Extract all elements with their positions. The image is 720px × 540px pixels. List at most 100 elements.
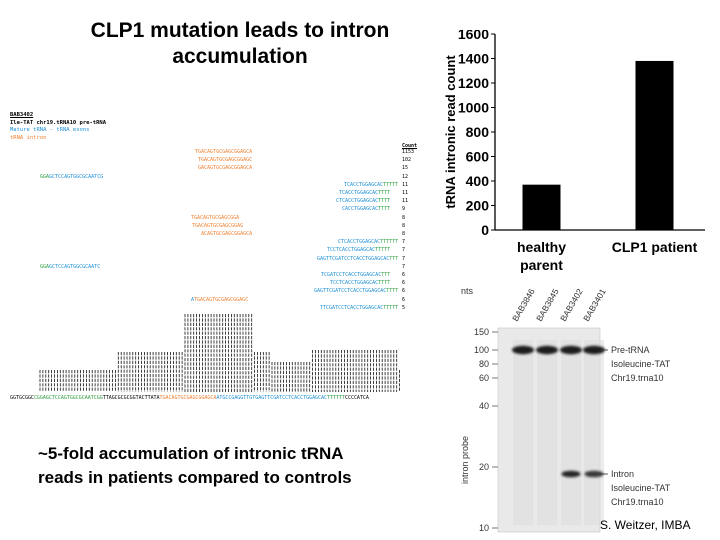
gel-lane xyxy=(584,340,604,525)
intron-band xyxy=(561,470,581,478)
aligned-read: TCCTCACCTGGAGCACTTTTT xyxy=(327,247,390,253)
read-segment-exon: TTCGATCCTCACCTGGAGCAC xyxy=(320,304,384,311)
aligned-read: TTCGATCCTCACCTGGAGCACTTTTT xyxy=(320,305,398,311)
read-count: 7 xyxy=(402,255,406,262)
read-segment-exon: TCGATCCTCACCTGGAGCAC xyxy=(321,272,382,278)
intron-band xyxy=(584,470,604,478)
read-count: 102 xyxy=(402,157,412,164)
read-segment-end: GGA xyxy=(40,173,50,180)
read-count: 6 xyxy=(402,288,406,295)
ref-three-prime-exon: ATGCCGAGGTTGTGAGTTCGATCCTCACCTGGAGCAC xyxy=(216,395,328,401)
read-coverage-pileup xyxy=(39,314,401,392)
read-segment-exon: TCACCTGGAGCAC xyxy=(344,181,384,188)
gel-lane-label: BAB3845 xyxy=(534,287,561,323)
pre-trna-band xyxy=(560,345,582,355)
marker-label: 100 xyxy=(474,345,489,355)
read-segment-exon: GAGTTCGATCCTCACCTGGAGCAC xyxy=(317,255,390,262)
y-tick-label: 1200 xyxy=(458,75,489,91)
alignment-sample-id: BAB3402 xyxy=(10,112,34,118)
read-count: 5 xyxy=(402,304,406,311)
read-segment-end: TTT xyxy=(381,272,391,278)
marker-label: 60 xyxy=(479,373,489,383)
ref-cca-end: TTTTTT xyxy=(327,395,345,401)
aligned-read: GAGTTCGATCCTCACCTGGAGCACTTTT xyxy=(314,288,398,294)
read-segment-intron: TGACAGTGCGAGCGGAGC xyxy=(194,296,249,303)
intron-label: Isoleucine-TAT xyxy=(611,483,671,493)
y-tick-label: 600 xyxy=(466,149,490,165)
read-segment-intron: TGACAGTGCGAGCGGA xyxy=(191,214,240,221)
read-segment-exon: TCCTCACCTGGAGCAC xyxy=(330,280,379,287)
read-segment-end: TTTT xyxy=(378,206,391,213)
read-segment-end: GGA xyxy=(40,263,50,270)
read-count: 9 xyxy=(402,206,406,213)
x-category-label: parent xyxy=(520,257,563,273)
aligned-read: GGAGCTCCAGTGGCGCAATC xyxy=(40,264,100,270)
read-count: 6 xyxy=(402,272,406,278)
read-count: 8 xyxy=(402,214,406,221)
marker-label: 80 xyxy=(479,359,489,369)
y-tick-label: 0 xyxy=(481,222,489,238)
read-segment-intron: TGACAGTGCGAGCGGAG xyxy=(192,222,244,229)
read-segment-exon: TCACCTGGAGCAC xyxy=(339,190,379,196)
read-segment-exon: CTCACCTGGAGCAC xyxy=(338,239,381,246)
read-count: 7 xyxy=(402,239,406,246)
read-segment-exon: GCTCCAGTGGCGCAATC xyxy=(49,263,101,270)
gel-lane xyxy=(537,340,557,525)
aligned-read: ACAGTGCGAGCGGAGCA xyxy=(201,231,252,237)
reference-sequence: GGTGCGGCCGGAGCTCCAGTGGCGCAATCGGTTAGCGCGC… xyxy=(10,395,369,401)
read-segment-end: TTTTT xyxy=(383,304,399,311)
read-segment-intron: TGACAGTGCGAGCGGAGCA xyxy=(195,149,253,155)
ref-five-prime-end: CGGAGCTCCAGTGGCGCAATCGG xyxy=(33,395,103,401)
read-segment-end: TTTT xyxy=(378,198,391,205)
aligned-read: GGAGCTCCAGTGGCGCAATCG xyxy=(40,174,103,180)
ref-leader: GGTGCGGC xyxy=(10,395,34,401)
read-segment-exon: CACCTGGAGCAC xyxy=(342,206,379,213)
pretrna-label: Isoleucine-TAT xyxy=(611,359,671,369)
read-segment-end: TTTT xyxy=(378,280,391,287)
aligned-read: TCGATCCTCACCTGGAGCACTTT xyxy=(321,272,390,278)
marker-label: 40 xyxy=(479,401,489,411)
y-tick-label: 1000 xyxy=(458,100,489,116)
alignment-header: BAB3402 Ile-TAT chr19.tRNA10 pre-tRNA Ma… xyxy=(10,112,106,142)
aligned-read: GAGTTCGATCCTCACCTGGAGCACTTT xyxy=(317,256,398,262)
ref-intron: TGACAGTGCGAGCGGAGCA xyxy=(159,395,217,401)
aligned-read: TCACCTGGAGCACTTTTT xyxy=(344,182,398,188)
marker-label: 20 xyxy=(479,462,489,472)
pretrna-label: Pre-tRNA xyxy=(611,345,650,355)
count-column-header: Count xyxy=(402,143,418,149)
read-count: 7 xyxy=(402,247,406,254)
ref-middle: TTAGCGCGCGGTACTTATA xyxy=(102,395,160,401)
read-segment-exon: GAGTTCGATCCTCACCTGGAGCAC xyxy=(314,288,387,295)
y-tick-label: 200 xyxy=(466,198,490,214)
x-category-label: CLP1 patient xyxy=(612,239,698,255)
read-segment-exon: A xyxy=(191,296,195,303)
slide-title: CLP1 mutation leads to intron accumulati… xyxy=(70,18,410,70)
caption-line-1: ~5-fold accumulation of intronic tRNA xyxy=(38,444,344,463)
read-count: 11 xyxy=(402,190,409,196)
gel-lane xyxy=(513,340,533,525)
aligned-read: GACAGTGCGAGCGGAGCA xyxy=(198,165,252,171)
read-segment-exon: CTCACCTGGAGCAC xyxy=(336,198,379,205)
aligned-read: TCACCTGGAGCACTTTT xyxy=(339,190,390,196)
aligned-read: CTCACCTGGAGCACTTTT xyxy=(336,198,390,204)
read-count: 1153 xyxy=(402,149,415,155)
read-segment-end: TTTTT xyxy=(383,181,399,188)
read-segment-exon: TCCTCACCTGGAGCAC xyxy=(327,247,376,254)
alignment-locus: Ile-TAT chr19.tRNA10 pre-tRNA xyxy=(10,119,107,126)
legend-trna-intron: tRNA intron xyxy=(10,134,47,141)
y-tick-label: 800 xyxy=(466,124,490,140)
image-credit: S. Weitzer, IMBA xyxy=(600,518,691,532)
intronic-read-count-chart: 0 200 400 600 800 1000 1200 1400 1600 healthy pare… xyxy=(443,30,705,273)
read-count: 8 xyxy=(402,231,406,237)
caption-line-2: reads in patients compared to controls xyxy=(38,468,352,487)
intron-label: Intron xyxy=(611,469,634,479)
marker-label: 10 xyxy=(479,523,489,533)
y-tick-label: 400 xyxy=(466,173,490,189)
aligned-read: CACCTGGAGCACTTTT xyxy=(342,206,390,212)
bar xyxy=(522,184,561,230)
aligned-read: TGACAGTGCGAGCGGAGCA xyxy=(195,149,252,155)
aligned-read: ATGACAGTGCGAGCGGAGC xyxy=(191,297,248,303)
pre-trna-band xyxy=(583,345,605,355)
read-segment-intron: GACAGTGCGAGCGGAGCA xyxy=(198,165,253,172)
